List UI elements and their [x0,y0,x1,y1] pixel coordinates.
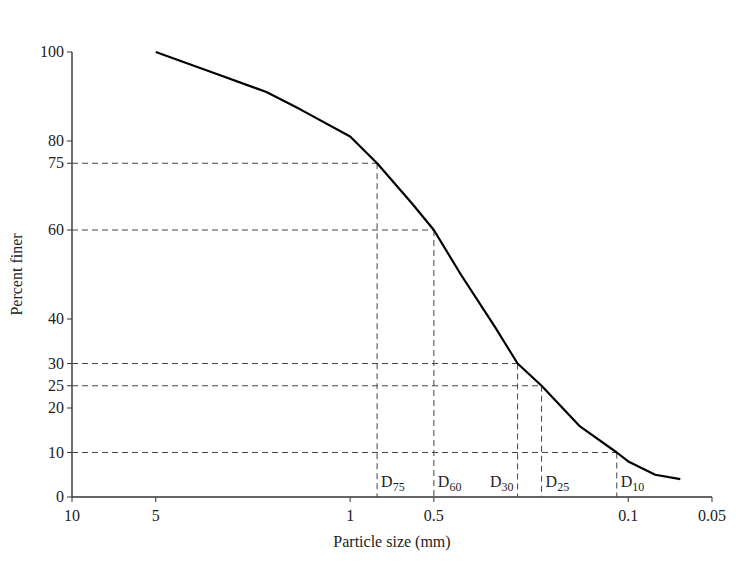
y-tick-label: 80 [48,132,64,149]
x-tick [712,497,713,502]
y-tick [67,141,72,142]
annotation-label: D60 [438,473,462,494]
x-tick [155,497,156,502]
y-tick-label: 30 [48,355,64,372]
curve-group [156,52,681,479]
annotation-label: D30 [490,473,514,494]
x-tick [72,497,73,502]
x-tick-label: 0.05 [698,507,726,524]
guide-horizontal [72,163,377,164]
guide-horizontal [72,363,518,364]
y-tick [67,230,72,231]
guide-vertical [377,163,378,497]
x-tick-label: 10 [64,507,80,524]
x-axis-title: Particle size (mm) [333,533,450,551]
annotation-label: D25 [546,473,570,494]
guide-vertical [616,453,617,498]
guide-vertical [517,364,518,498]
guide-horizontal [72,385,542,386]
y-tick-label: 75 [48,154,64,171]
y-tick [67,385,72,386]
x-axis [72,496,712,497]
x-tick-label: 5 [152,507,160,524]
x-tick [628,497,629,502]
y-tick-label: 25 [48,377,64,394]
y-tick-label: 0 [56,488,64,505]
guide-horizontal [72,230,434,231]
y-tick-label: 10 [48,444,64,461]
x-tick [433,497,434,502]
y-axis-title: Percent finer [8,233,25,316]
chart: 0102025304060758010010510.50.10.05Partic… [0,0,750,569]
x-tick-label: 1 [346,507,354,524]
y-tick-label: 100 [40,43,64,60]
x-tick-label: 0.5 [424,507,444,524]
y-tick [67,52,72,53]
guide-horizontal [72,452,617,453]
y-tick-label: 40 [48,310,64,327]
x-tick-label: 0.1 [618,507,638,524]
y-tick-label: 20 [48,399,64,416]
y-tick [67,363,72,364]
annotation-label: D10 [621,473,645,494]
y-tick [67,408,72,409]
y-tick-label: 60 [48,221,64,238]
y-axis [71,52,72,497]
guide-vertical [541,386,542,497]
annotation-label: D75 [381,473,405,494]
y-tick [67,452,72,453]
y-tick [67,163,72,164]
y-tick [67,497,72,498]
grading-curve [156,52,681,479]
y-tick [67,319,72,320]
guide-lines [72,163,617,497]
x-tick [350,497,351,502]
